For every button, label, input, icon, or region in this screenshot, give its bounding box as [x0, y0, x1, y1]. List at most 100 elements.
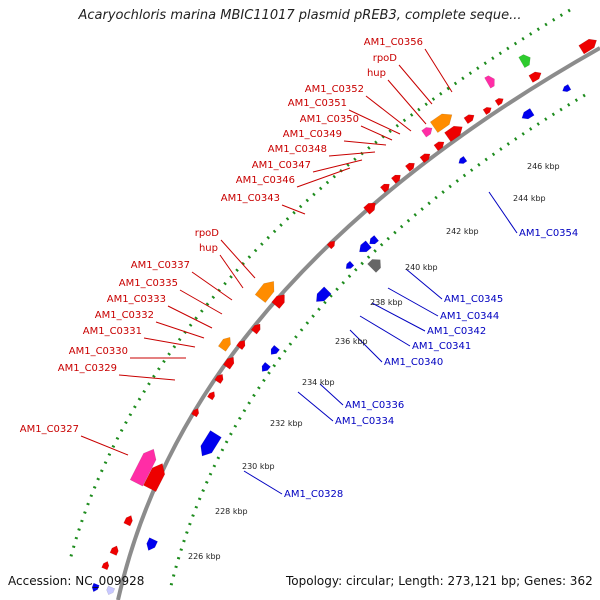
forward-gene-arrow [206, 391, 216, 401]
reverse-gene-arrow [200, 430, 222, 457]
forward-gene-label: AM1_C0327 [20, 424, 79, 435]
kbp-tick-label: 240 kbp [405, 263, 438, 272]
forward-gene-label: AM1_C0347 [252, 160, 311, 171]
connector-line [371, 302, 426, 332]
forward-gene-arrow [404, 162, 415, 172]
forward-gene-label: AM1_C0343 [221, 193, 280, 204]
forward-gene-arrow [214, 373, 224, 385]
forward-gene-label: AM1_C0352 [305, 84, 364, 95]
connector-line [343, 140, 387, 146]
connector-line [296, 167, 351, 188]
connector-line [360, 125, 393, 141]
reverse-gene-arrow [316, 286, 332, 302]
connector-line [488, 191, 518, 234]
connector-line [281, 204, 306, 215]
kbp-tick-label: 226 kbp [188, 552, 221, 561]
reverse-gene-label: AM1_C0345 [444, 294, 503, 305]
kbp-tick-label: 234 kbp [302, 378, 335, 387]
forward-gene-arrow [123, 515, 133, 527]
forward-gene-label: AM1_C0350 [300, 114, 359, 125]
reverse-gene-arrow [146, 537, 158, 551]
label-connectors [80, 48, 518, 495]
forward-gene-arrow [578, 38, 597, 55]
connector-line [359, 315, 411, 347]
forward-gene-arrow [109, 545, 119, 556]
kbp-tick-label: 230 kbp [242, 462, 275, 471]
orange-gene-arrow [254, 281, 275, 304]
forward-gene-label: AM1_C0337 [131, 260, 190, 271]
reverse-gene-label: AM1_C0341 [412, 341, 471, 352]
kbp-tick-label: 242 kbp [446, 227, 479, 236]
forward-gene-arrow [482, 107, 492, 116]
forward-gene-label: AM1_C0351 [288, 98, 347, 109]
reverse-gene-label: AM1_C0354 [519, 228, 578, 239]
forward-gene-arrow [419, 153, 431, 164]
reverse-gene-label: AM1_C0340 [384, 357, 443, 368]
forward-gene-arrow [494, 98, 504, 107]
kbp-tick-label: 244 kbp [513, 194, 546, 203]
forward-gene-arrow [143, 463, 166, 492]
reverse-gene-label: AM1_C0342 [427, 326, 486, 337]
kbp-tick-label: 246 kbp [527, 162, 560, 171]
connector-line [219, 254, 244, 289]
orange-gene-arrow [429, 113, 453, 133]
grey-gene-arrow [367, 259, 381, 273]
pink-gene-arrow [421, 127, 433, 138]
pink-gene-arrow [484, 75, 495, 89]
connector-line [387, 287, 439, 317]
forward-gene-label: AM1_C0335 [119, 278, 178, 289]
forward-gene-label: rpoD [195, 228, 220, 239]
forward-gene-label: AM1_C0349 [283, 129, 342, 140]
connector-line [118, 374, 176, 381]
connector-line [387, 79, 427, 125]
forward-gene-label: rpoD [373, 53, 398, 64]
forward-gene-arrow [222, 356, 235, 370]
forward-gene-label: AM1_C0330 [69, 346, 128, 357]
forward-gene-label: hup [199, 243, 218, 254]
forward-gene-label: AM1_C0329 [58, 363, 117, 374]
summary-text: Topology: circular; Length: 273,121 bp; … [286, 574, 593, 588]
orange-gene-arrow [217, 336, 231, 352]
forward-gene-arrow [250, 323, 261, 335]
connector-line [297, 391, 334, 422]
kbp-tick-label: 238 kbp [370, 298, 403, 307]
connector-line [220, 239, 256, 279]
forward-gene-arrow [271, 294, 285, 309]
kbp-tick-label: 236 kbp [335, 337, 368, 346]
connector-line [191, 271, 233, 301]
connector-line [312, 159, 363, 173]
reverse-gene-arrow [369, 235, 380, 245]
forward-gene-label: AM1_C0331 [83, 326, 142, 337]
connector-line [424, 48, 453, 93]
connector-line [179, 289, 223, 315]
reverse-gene-arrow [521, 108, 535, 120]
connector-line [398, 64, 433, 105]
forward-gene-label: AM1_C0348 [268, 144, 327, 155]
forward-gene-arrow [363, 202, 376, 215]
reverse-gene-label: AM1_C0344 [440, 311, 499, 322]
gene-features [91, 38, 597, 596]
map-title: Acaryochloris marina MBIC11017 plasmid p… [78, 8, 522, 23]
connector-line [365, 95, 412, 132]
forward-gene-arrow [390, 174, 401, 184]
connector-line [80, 435, 129, 456]
pink-gene-arrow [129, 448, 157, 487]
kbp-tick-label: 232 kbp [270, 419, 303, 428]
accession-text: Accession: NC_009928 [8, 574, 145, 588]
kbp-tick-label: 228 kbp [215, 507, 248, 516]
reverse-gene-arrow [458, 155, 468, 164]
forward-gene-label: AM1_C0332 [95, 310, 154, 321]
connector-line [328, 151, 376, 157]
connector-line [167, 305, 213, 329]
green-gene-arrow [518, 54, 531, 69]
forward-gene-arrow [379, 183, 390, 193]
reverse-gene-arrow [270, 344, 280, 355]
forward-gene-arrow [236, 340, 246, 351]
connector-line [243, 470, 283, 495]
forward-gene-label: hup [367, 68, 386, 79]
forward-gene-arrow [101, 560, 110, 571]
connector-line [348, 109, 401, 135]
connector-line [155, 321, 205, 339]
forward-gene-arrow [528, 71, 542, 83]
